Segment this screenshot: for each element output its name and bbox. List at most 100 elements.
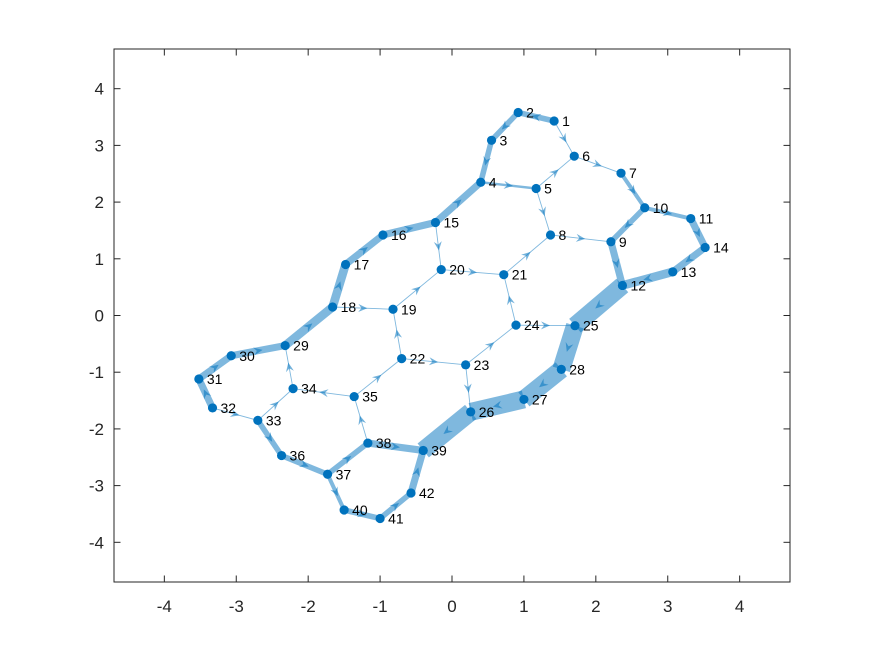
node-label-29: 29 (293, 338, 309, 354)
arrow-2-3 (501, 120, 511, 130)
arrow-41-42 (389, 502, 400, 512)
node-label-17: 17 (354, 256, 370, 272)
x-tick-label: 4 (735, 597, 744, 616)
arrow-42-39 (412, 467, 420, 478)
y-tick-label: -3 (89, 477, 104, 496)
arrow-28-27 (539, 378, 549, 388)
arrow-16-15 (403, 225, 414, 234)
node-label-28: 28 (569, 361, 585, 377)
arrow-1-2 (531, 113, 542, 122)
arrow-27-26 (492, 400, 503, 409)
arrow-15-4 (452, 199, 462, 209)
node-label-16: 16 (391, 227, 407, 243)
arrow-21-8 (521, 251, 531, 261)
node-label-33: 33 (266, 412, 282, 428)
node-label-39: 39 (431, 442, 447, 458)
node-label-13: 13 (681, 264, 697, 280)
arrow-4-5 (503, 180, 513, 189)
node-16 (378, 230, 388, 240)
arrow-24-21 (507, 295, 515, 306)
arrow-12-25 (595, 299, 605, 309)
node-label-22: 22 (410, 351, 426, 367)
arrow-18-17 (333, 281, 342, 292)
node-label-35: 35 (362, 389, 378, 405)
node-14 (700, 242, 710, 253)
node-label-4: 4 (489, 174, 497, 190)
node-11 (686, 213, 696, 224)
node-39 (418, 445, 428, 456)
node-label-7: 7 (629, 165, 637, 181)
arrow-22-23 (428, 357, 439, 366)
node-label-14: 14 (713, 239, 729, 255)
node-26 (466, 407, 476, 417)
node-17 (340, 259, 351, 270)
node-38 (363, 438, 373, 448)
arrow-37-38 (341, 455, 352, 465)
node-label-42: 42 (419, 485, 435, 501)
arrow-32-33 (229, 409, 240, 417)
arrow-20-21 (467, 267, 477, 276)
node-label-34: 34 (301, 381, 317, 397)
arrow-33-36 (263, 432, 273, 442)
y-tick-label: -1 (89, 363, 104, 382)
x-tick-label: 0 (447, 597, 456, 616)
node-label-38: 38 (376, 435, 392, 451)
y-tick-label: 3 (95, 136, 104, 155)
arrow-3-4 (483, 155, 492, 166)
node-28 (556, 364, 566, 374)
node-label-20: 20 (449, 262, 465, 278)
arrow-7-10 (627, 184, 636, 195)
axes-box (113, 48, 791, 583)
node-40 (339, 505, 349, 515)
arrow-5-8 (538, 206, 546, 217)
node-label-1: 1 (562, 113, 570, 129)
arrow-26-39 (443, 425, 453, 435)
arrow-10-11 (662, 208, 673, 217)
arrows-layer (203, 113, 700, 518)
y-tick-label: -2 (89, 420, 104, 439)
arrow-35-22 (371, 374, 382, 384)
arrow-6-7 (592, 159, 602, 167)
node-label-15: 15 (443, 215, 459, 231)
x-tick-label: -4 (157, 597, 172, 616)
arrow-1-6 (558, 132, 567, 143)
node-12 (617, 280, 628, 291)
node-4 (476, 177, 486, 187)
x-tick-label: 2 (591, 597, 600, 616)
node-label-23: 23 (474, 357, 490, 373)
arrow-35-34 (319, 389, 329, 398)
node-label-31: 31 (207, 371, 223, 387)
arrow-38-39 (390, 442, 401, 451)
arrow-13-12 (643, 273, 653, 282)
node-label-5: 5 (544, 180, 552, 196)
node-9 (606, 237, 616, 247)
node-27 (519, 394, 529, 405)
node-13 (668, 267, 678, 277)
y-tick-label: 4 (95, 80, 104, 99)
node-34 (288, 384, 298, 394)
node-label-12: 12 (630, 277, 646, 293)
arrow-11-14 (692, 227, 700, 238)
x-tick-label: -3 (229, 597, 244, 616)
node-32 (207, 403, 218, 413)
node-label-21: 21 (512, 267, 528, 283)
node-6 (569, 151, 579, 161)
x-tick-label: -1 (373, 597, 388, 616)
arrow-32-31 (203, 389, 212, 400)
y-tick-label: 1 (95, 250, 104, 269)
arrow-23-24 (484, 342, 495, 351)
arrow-9-12 (611, 258, 620, 268)
node-2 (513, 107, 523, 118)
node-label-11: 11 (699, 211, 714, 227)
node-36 (276, 450, 287, 461)
node-label-26: 26 (479, 404, 495, 420)
node-label-40: 40 (352, 502, 368, 518)
arrow-40-41 (356, 509, 367, 518)
node-label-30: 30 (239, 348, 255, 364)
node-29 (280, 340, 290, 351)
node-31 (194, 374, 204, 384)
node-5 (531, 183, 541, 194)
arrow-29-18 (302, 323, 313, 333)
